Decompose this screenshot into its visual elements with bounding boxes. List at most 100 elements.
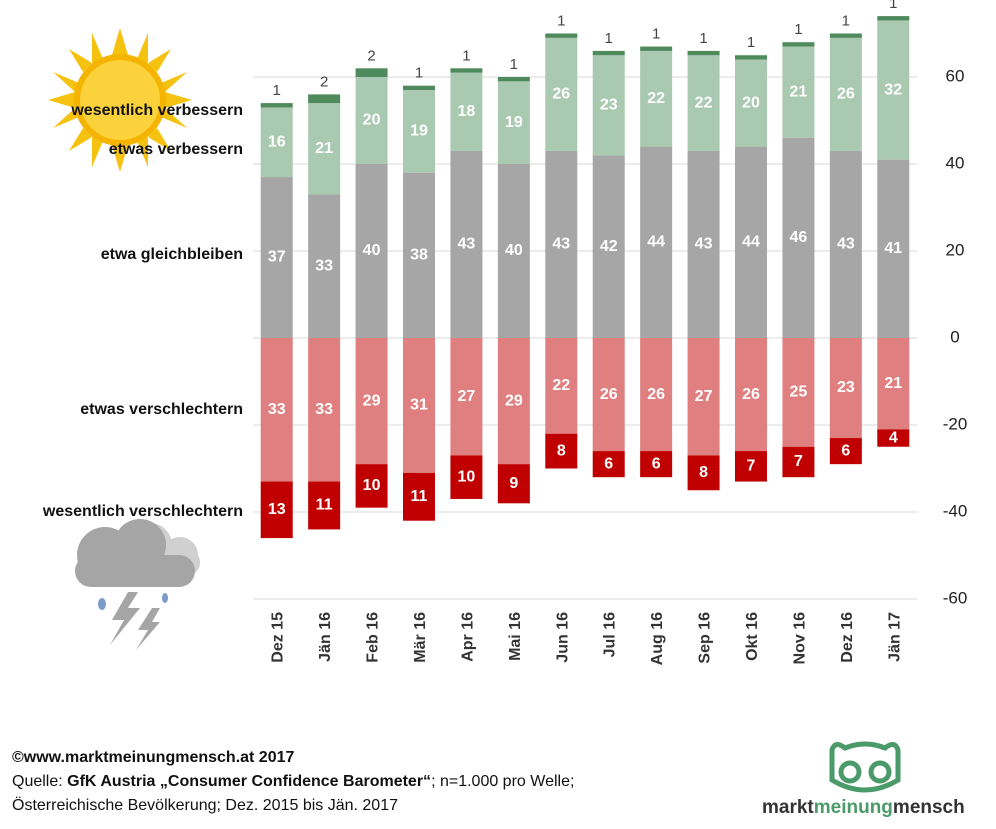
data-label: 1 xyxy=(652,26,660,43)
bar-segment xyxy=(592,155,625,338)
data-label: 33 xyxy=(315,401,333,418)
series-label: etwa gleichbleiben xyxy=(101,246,243,263)
bar-segment xyxy=(403,172,435,338)
data-label: 21 xyxy=(315,140,333,157)
data-label: 38 xyxy=(410,247,428,264)
x-tick-label: Mär 16 xyxy=(412,612,429,663)
bar-segment xyxy=(735,338,767,452)
bar-segment xyxy=(260,177,293,338)
bar-segment xyxy=(260,338,293,482)
data-label: 43 xyxy=(458,236,476,253)
bar-segment xyxy=(260,103,293,108)
cloud-icon xyxy=(75,519,200,650)
source: Quelle: GfK Austria „Consumer Confidence… xyxy=(12,773,574,790)
data-label: 7 xyxy=(747,458,756,475)
data-label: 40 xyxy=(505,242,523,259)
population: Österreichische Bevölkerung; Dez. 2015 b… xyxy=(12,796,398,814)
bar-segment xyxy=(355,164,388,338)
bar-segment xyxy=(592,338,625,452)
bar-segment xyxy=(450,68,483,73)
bar-segment xyxy=(877,20,910,160)
data-label: 37 xyxy=(268,249,286,266)
sun-icon xyxy=(48,28,192,172)
bar-segment xyxy=(403,90,435,173)
bar-segment xyxy=(687,455,720,491)
bar-segment xyxy=(308,481,341,530)
data-label: 33 xyxy=(268,401,286,418)
bar-segment xyxy=(450,455,483,499)
bar-segment xyxy=(450,72,483,151)
bar-segment xyxy=(829,37,862,151)
bar-segment xyxy=(782,46,815,138)
x-tick-label: Feb 16 xyxy=(365,612,382,663)
data-label: 8 xyxy=(557,442,566,459)
data-label: 8 xyxy=(699,464,708,481)
data-label: 22 xyxy=(552,377,570,394)
data-label: 21 xyxy=(790,83,808,100)
data-label: 26 xyxy=(647,386,665,403)
data-label: 4 xyxy=(889,429,898,446)
bar-segment xyxy=(877,159,910,338)
data-label: 18 xyxy=(458,103,476,120)
bar-segment xyxy=(829,150,862,338)
bar-segment xyxy=(735,55,767,60)
bar-segment xyxy=(308,338,341,482)
bar-segment xyxy=(355,77,388,164)
bar-segment xyxy=(782,338,815,447)
bar-segment xyxy=(592,55,625,156)
data-label: 10 xyxy=(458,468,476,485)
bar-segment xyxy=(640,50,673,147)
data-label: 11 xyxy=(411,488,428,505)
data-label: 19 xyxy=(410,123,428,140)
bar-segment xyxy=(735,146,767,338)
data-label: 25 xyxy=(790,384,808,401)
data-label: 2 xyxy=(367,47,375,64)
data-label: 42 xyxy=(600,238,618,255)
bar-segment xyxy=(545,433,578,469)
x-tick-label: Nov 16 xyxy=(791,612,808,665)
bar-segment xyxy=(497,464,530,504)
data-label: 26 xyxy=(552,86,570,103)
x-tick-label: Okt 16 xyxy=(744,612,761,661)
data-label: 40 xyxy=(363,242,381,259)
data-label: 21 xyxy=(884,375,902,392)
data-label: 43 xyxy=(695,236,713,253)
data-label: 19 xyxy=(505,114,523,131)
bar-segment xyxy=(260,481,293,539)
bar-segment xyxy=(877,429,910,447)
bar-segment xyxy=(403,472,435,521)
source-suffix: ; n=1.000 pro Welle; xyxy=(431,773,574,790)
bar-segment xyxy=(782,137,815,338)
data-label: 27 xyxy=(458,388,476,405)
y-tick-label: 20 xyxy=(946,240,965,259)
bar-segment xyxy=(355,68,388,77)
bar-segment xyxy=(450,338,483,456)
x-tick-label: Dez 15 xyxy=(270,612,287,663)
data-label: 33 xyxy=(315,257,333,274)
data-label: 44 xyxy=(647,234,665,251)
bar-segment xyxy=(687,55,720,151)
bar-segment xyxy=(308,194,341,338)
x-tick-label: Jän 16 xyxy=(317,612,334,662)
data-label: 6 xyxy=(652,455,661,472)
data-label: 1 xyxy=(889,0,897,12)
data-label: 10 xyxy=(363,477,381,494)
y-tick-label: 60 xyxy=(946,66,965,85)
bar-segment xyxy=(782,42,815,47)
data-label: 20 xyxy=(363,112,381,129)
bar-segment xyxy=(403,85,435,91)
data-label: 20 xyxy=(742,94,760,111)
data-label: 1 xyxy=(842,12,850,29)
bar-segment xyxy=(687,150,720,338)
data-label: 22 xyxy=(647,90,665,107)
series-label: etwas verschlechtern xyxy=(80,401,243,418)
data-label: 27 xyxy=(695,388,713,405)
logo-owl xyxy=(829,741,901,793)
x-tick-label: Sep 16 xyxy=(697,612,714,664)
y-tick-label: 40 xyxy=(946,153,965,172)
bar-segment xyxy=(450,150,483,338)
data-label: 26 xyxy=(837,86,855,103)
bar-segment xyxy=(592,50,625,56)
bar-segment xyxy=(308,94,341,104)
data-label: 41 xyxy=(884,240,902,257)
